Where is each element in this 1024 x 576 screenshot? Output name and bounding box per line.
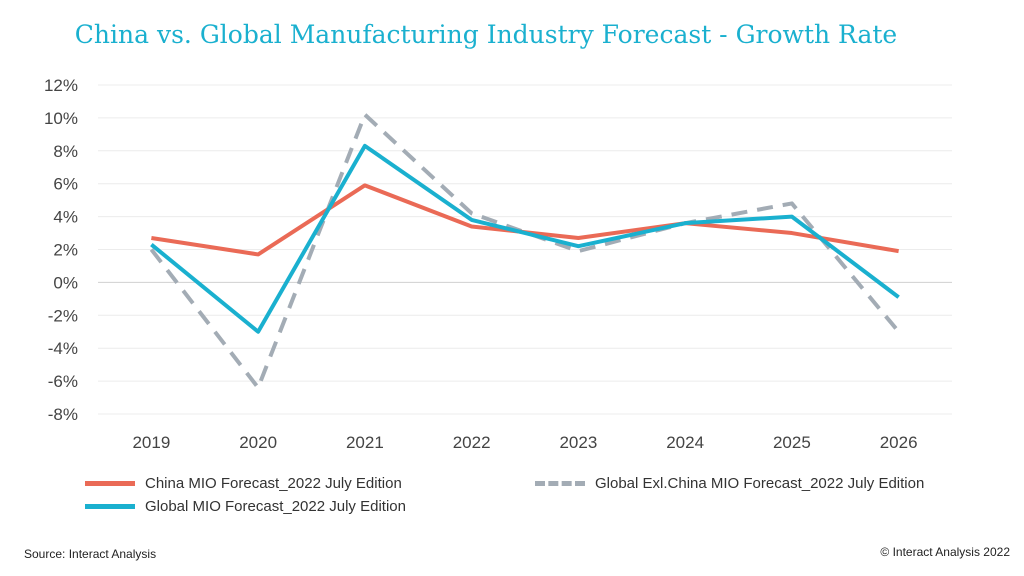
y-tick-label: 10% xyxy=(44,109,78,128)
x-tick-label: 2023 xyxy=(559,433,597,452)
y-tick-label: -4% xyxy=(48,339,78,358)
line-chart: 12% 10% 8% 6% 4% 2% 0% -2% -4% -6% -8% 2019 2020 202… xyxy=(44,76,952,452)
series-line-2 xyxy=(150,143,900,334)
y-tick-label: -8% xyxy=(48,405,78,424)
y-tick-label: -2% xyxy=(48,306,78,325)
y-tick-label: 0% xyxy=(53,273,78,292)
legend-label-china: China MIO Forecast_2022 July Edition xyxy=(145,475,402,492)
x-tick-label: 2020 xyxy=(239,433,277,452)
x-axis-ticks: 2019 2020 2021 2022 2023 2024 2025 2026 xyxy=(132,433,917,452)
x-tick-label: 2021 xyxy=(346,433,384,452)
copyright-note: © Interact Analysis 2022 xyxy=(880,545,1010,559)
legend-label-global-exl-china: Global Exl.China MIO Forecast_2022 July … xyxy=(595,475,925,492)
legend-swatch-global xyxy=(85,504,135,509)
legend-item-global-exl-china: Global Exl.China MIO Forecast_2022 July … xyxy=(535,475,924,492)
legend-item-china: China MIO Forecast_2022 July Edition xyxy=(85,475,402,492)
x-tick-label: 2024 xyxy=(666,433,704,452)
x-tick-label: 2026 xyxy=(880,433,918,452)
x-tick-label: 2022 xyxy=(453,433,491,452)
series-line-1 xyxy=(149,112,901,390)
source-note: Source: Interact Analysis xyxy=(24,547,157,561)
chart-title: China vs. Global Manufacturing Industry … xyxy=(74,20,898,49)
y-tick-label: -6% xyxy=(48,372,78,391)
legend-label-global: Global MIO Forecast_2022 July Edition xyxy=(145,498,406,515)
y-tick-label: 6% xyxy=(53,175,78,194)
series-lines xyxy=(149,112,901,390)
x-tick-label: 2019 xyxy=(132,433,170,452)
series-line-0 xyxy=(151,183,899,257)
legend-swatch-china xyxy=(85,481,135,486)
y-tick-label: 2% xyxy=(53,241,78,260)
x-tick-label: 2025 xyxy=(773,433,811,452)
legend-item-global: Global MIO Forecast_2022 July Edition xyxy=(85,498,406,515)
y-tick-label: 4% xyxy=(53,208,78,227)
y-tick-label: 8% xyxy=(53,142,78,161)
y-axis-ticks: 12% 10% 8% 6% 4% 2% 0% -2% -4% -6% -8% xyxy=(44,76,78,424)
legend-swatch-global-exl-china xyxy=(535,481,585,486)
y-tick-label: 12% xyxy=(44,76,78,95)
